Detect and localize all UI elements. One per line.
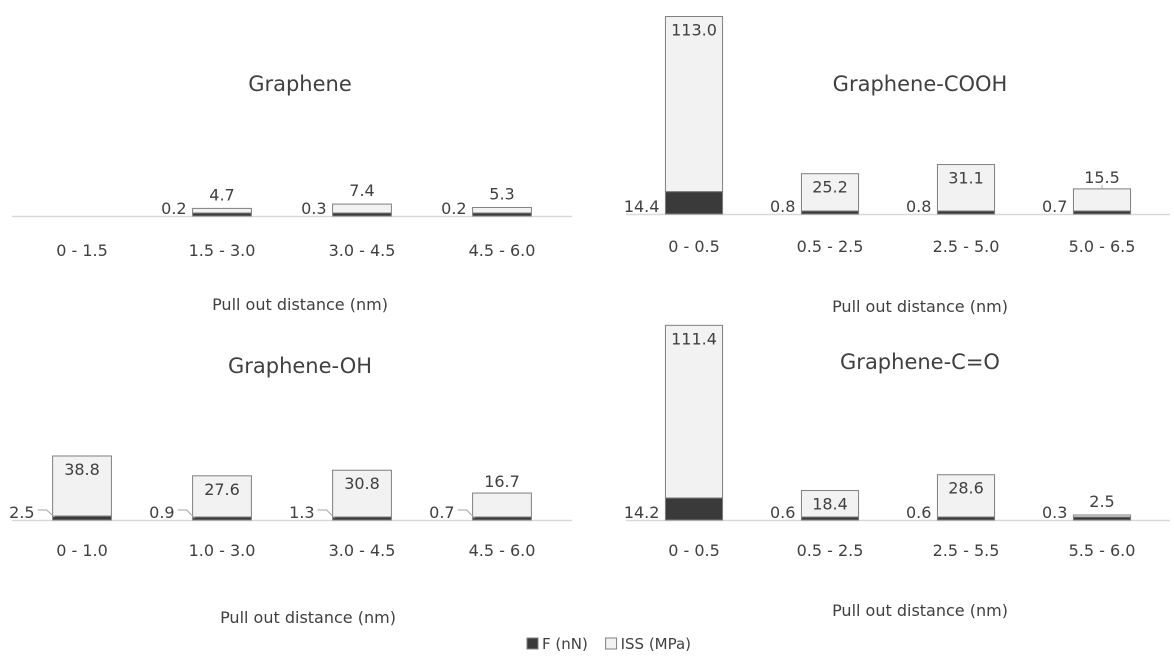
data-label-iss: 111.4 xyxy=(671,329,717,348)
data-label-iss: 31.1 xyxy=(948,169,984,188)
bar-force xyxy=(472,212,532,217)
bar-force xyxy=(472,516,532,521)
data-label-force: 14.2 xyxy=(624,503,660,522)
data-label-iss: 18.4 xyxy=(812,495,848,514)
bar-iss xyxy=(52,455,112,517)
data-label-iss: 113.0 xyxy=(671,21,717,40)
data-label-iss: 4.7 xyxy=(209,185,234,204)
x-tick-label: 3.0 - 4.5 xyxy=(329,541,396,560)
x-axis-title: Pull out distance (nm) xyxy=(832,297,1008,316)
bar-iss xyxy=(192,475,252,518)
x-tick-label: 3.0 - 4.5 xyxy=(329,241,396,260)
chart-title: Graphene-OH xyxy=(228,354,372,378)
x-tick-label: 0 - 0.5 xyxy=(668,541,720,560)
bar-iss xyxy=(472,206,532,214)
x-axis-title: Pull out distance (nm) xyxy=(212,295,388,314)
x-tick-label: 0 - 1.5 xyxy=(56,241,108,260)
bar-iss xyxy=(800,490,860,518)
legend-swatch-iss xyxy=(605,637,618,650)
legend: F (nN) ISS (MPa) xyxy=(526,635,691,653)
data-label-iss: 25.2 xyxy=(812,178,848,197)
bar-force xyxy=(936,516,996,521)
x-tick-label: 1.0 - 3.0 xyxy=(189,541,256,560)
bar-iss xyxy=(936,164,996,212)
bar-iss xyxy=(472,492,532,518)
bar-force xyxy=(1072,210,1132,215)
data-label-iss: 15.5 xyxy=(1084,168,1120,187)
chart-title: Graphene-C=O xyxy=(840,350,1000,374)
bar-force xyxy=(800,210,860,215)
bar-iss xyxy=(664,16,724,193)
bar-force xyxy=(332,212,392,217)
data-label-iss: 2.5 xyxy=(1089,492,1114,511)
bar-force xyxy=(332,516,392,521)
chart-graphene-c-o: Graphene-C=O 0 - 0.5 111.4 14.2 0.5 - 2.5 18.… xyxy=(624,324,1170,620)
x-tick-label: 0.5 - 2.5 xyxy=(797,237,864,256)
x-tick-label: 0 - 0.5 xyxy=(668,237,720,256)
bar-force xyxy=(192,516,252,521)
data-label-iss: 28.6 xyxy=(948,479,984,498)
legend-label-iss: ISS (MPa) xyxy=(621,635,691,653)
bar-iss xyxy=(332,469,392,518)
x-axis-title: Pull out distance (nm) xyxy=(220,608,396,627)
data-label-iss: 38.8 xyxy=(64,460,100,479)
data-label-iss: 16.7 xyxy=(484,472,520,491)
bar-force xyxy=(1072,516,1132,521)
bar-force xyxy=(664,191,724,215)
chart-title: Graphene xyxy=(248,72,352,96)
data-label-force: 0.6 xyxy=(770,503,795,522)
legend-swatch-force xyxy=(526,637,539,650)
data-label-force: 14.4 xyxy=(624,197,660,216)
data-label-force: 0.2 xyxy=(441,199,466,218)
bar-iss xyxy=(1072,188,1132,212)
x-tick-label: 4.5 - 6.0 xyxy=(469,241,536,260)
chart-title: Graphene-COOH xyxy=(833,72,1008,96)
leader-line xyxy=(177,509,195,519)
data-label-iss: 5.3 xyxy=(489,184,514,203)
leader-line xyxy=(317,509,335,519)
x-tick-label: 4.5 - 6.0 xyxy=(469,541,536,560)
bar-iss xyxy=(800,173,860,212)
bar-force xyxy=(800,516,860,521)
data-label-iss: 30.8 xyxy=(344,474,380,493)
data-label-iss: 27.6 xyxy=(204,480,240,499)
leader-line xyxy=(457,509,475,519)
data-label-force: 0.2 xyxy=(161,199,186,218)
bar-force xyxy=(664,497,724,521)
x-tick-label: 2.5 - 5.0 xyxy=(933,237,1000,256)
data-label-iss: 7.4 xyxy=(349,181,374,200)
chart-graphene-cooh: Graphene-COOH 0 - 0.5 113.0 14.4 0.5 - 2.5 25… xyxy=(624,16,1170,316)
data-label-force: 0.3 xyxy=(301,199,326,218)
data-label-force: 0.8 xyxy=(906,197,931,216)
data-label-force: 0.8 xyxy=(770,197,795,216)
bar-iss xyxy=(936,474,996,518)
x-tick-label: 2.5 - 5.5 xyxy=(933,541,1000,560)
data-label-force: 0.7 xyxy=(1042,197,1067,216)
chart-graphene-oh: Graphene-OH 0 - 1.0 38.8 2.5 1.0 - 3.0 27.6 0.… xyxy=(9,354,572,627)
data-label-force: 0.6 xyxy=(906,503,931,522)
bar-force xyxy=(192,212,252,217)
bar-iss xyxy=(664,324,724,499)
x-tick-label: 5.5 - 6.0 xyxy=(1069,541,1136,560)
data-label-force: 2.5 xyxy=(9,503,34,522)
bar-iss xyxy=(192,207,252,214)
x-tick-label: 0.5 - 2.5 xyxy=(797,541,864,560)
bar-force xyxy=(936,210,996,215)
bar-force xyxy=(52,515,112,521)
data-label-force: 0.9 xyxy=(149,503,174,522)
chart-graphene: Graphene 0 - 1.5 1.5 - 3.0 4.7 0.2 3.0 - 4.5 7… xyxy=(12,72,572,314)
legend-label-force: F (nN) xyxy=(542,635,588,653)
bar-iss xyxy=(332,203,392,214)
data-label-force: 1.3 xyxy=(289,503,314,522)
leader-line xyxy=(37,509,55,518)
x-axis-title: Pull out distance (nm) xyxy=(832,601,1008,620)
x-tick-label: 0 - 1.0 xyxy=(56,541,108,560)
x-tick-label: 5.0 - 6.5 xyxy=(1069,237,1136,256)
data-label-force: 0.7 xyxy=(429,503,454,522)
x-tick-label: 1.5 - 3.0 xyxy=(189,241,256,260)
data-label-force: 0.3 xyxy=(1042,503,1067,522)
